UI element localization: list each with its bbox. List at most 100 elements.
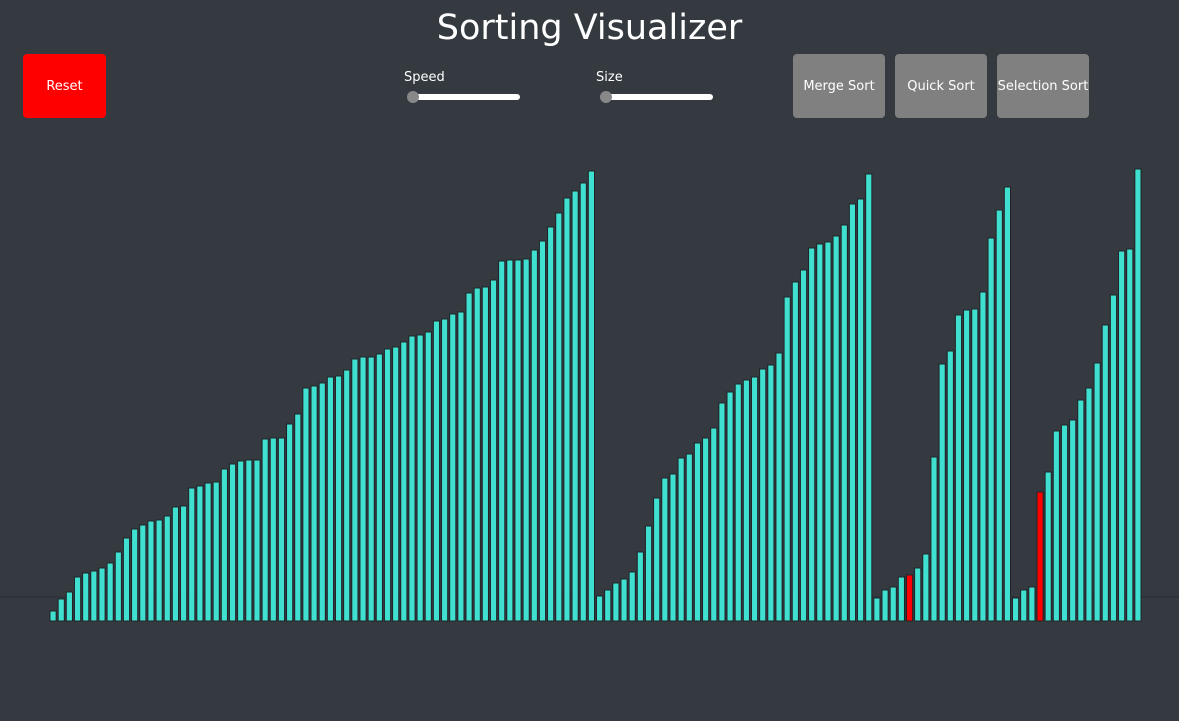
bar (620, 578, 628, 622)
bar (1101, 324, 1109, 622)
bar (465, 292, 473, 622)
bar (579, 182, 587, 622)
bar (82, 572, 90, 622)
bar (759, 368, 767, 622)
bar (661, 477, 669, 622)
title: Sorting Visualizer (436, 8, 743, 48)
bar (750, 376, 759, 622)
bar (457, 311, 465, 622)
bar (995, 209, 1003, 622)
bar (816, 243, 824, 622)
bar (1077, 399, 1085, 622)
bar (473, 287, 481, 622)
speed-slider[interactable] (410, 94, 520, 100)
bar (481, 286, 489, 622)
size-slider[interactable] (603, 94, 713, 100)
reset-button[interactable]: Reset (23, 54, 106, 118)
bar (114, 551, 122, 622)
bar (865, 173, 873, 622)
bar (57, 598, 65, 622)
bar (702, 437, 710, 622)
bar (228, 463, 237, 622)
bar (261, 438, 269, 622)
bar (253, 459, 261, 622)
bar (922, 553, 930, 622)
bar (343, 369, 351, 622)
bar (98, 567, 106, 622)
bar (718, 402, 726, 622)
bar (726, 391, 734, 622)
size-thumb[interactable] (600, 91, 612, 103)
bar (555, 212, 563, 622)
size-label: Size (596, 70, 623, 85)
bar (49, 610, 57, 622)
bar (1118, 250, 1126, 622)
bar (848, 203, 857, 622)
bar (163, 515, 171, 622)
bar (424, 331, 432, 622)
bar (767, 364, 775, 622)
bar (1011, 597, 1020, 622)
bar (1003, 186, 1011, 622)
bar (139, 524, 147, 622)
bar (808, 247, 816, 622)
bar (669, 473, 677, 622)
bar (693, 442, 702, 622)
bar (416, 334, 424, 622)
bar (65, 591, 73, 622)
bar (326, 376, 334, 622)
bar (522, 258, 530, 622)
bar (269, 437, 277, 622)
bar (653, 497, 661, 622)
speed-label: Speed (404, 70, 445, 85)
bar (954, 314, 963, 622)
bar (783, 296, 791, 622)
bar (90, 570, 98, 622)
bar (799, 269, 808, 622)
bar (294, 413, 302, 622)
bar (318, 382, 326, 622)
bar (489, 279, 498, 622)
bar (628, 571, 636, 622)
bar (1044, 471, 1052, 622)
bar (245, 459, 253, 622)
bar (277, 437, 286, 622)
bar (571, 190, 579, 622)
bar (1028, 586, 1036, 622)
bar (742, 379, 750, 622)
bar (547, 226, 555, 622)
algorithm-button[interactable]: Merge Sort (793, 54, 885, 118)
algorithm-button[interactable]: Quick Sort (895, 54, 987, 118)
bar (832, 235, 840, 622)
bar (204, 482, 212, 622)
bar (237, 460, 245, 622)
bar (881, 589, 889, 622)
bar (1126, 248, 1134, 622)
speed-thumb[interactable] (407, 91, 419, 103)
bar (1134, 168, 1142, 622)
bar (351, 358, 359, 622)
bar (392, 346, 400, 622)
bar (180, 505, 188, 622)
bar (636, 551, 644, 622)
bar (131, 528, 139, 622)
bar (1093, 362, 1101, 622)
bar (441, 318, 449, 622)
bar (538, 240, 547, 622)
bar (196, 485, 204, 622)
bar (375, 353, 383, 622)
bar (946, 350, 954, 622)
bar (710, 427, 718, 622)
bar (400, 341, 408, 622)
bar (897, 576, 905, 622)
bar (596, 595, 604, 622)
bar (122, 537, 131, 622)
bar (824, 241, 832, 622)
algorithm-button[interactable]: Selection Sort (997, 54, 1089, 118)
bar (791, 281, 799, 622)
bar (155, 519, 163, 622)
bar (775, 352, 783, 622)
bar (449, 313, 457, 622)
bar (612, 582, 620, 622)
bar (188, 487, 196, 622)
